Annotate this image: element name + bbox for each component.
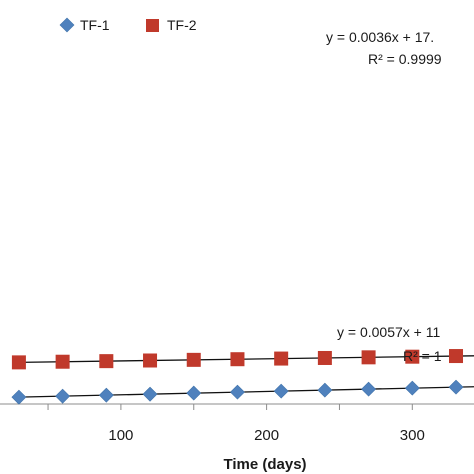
data-point-tf2 xyxy=(361,350,376,365)
data-point-tf2 xyxy=(230,352,245,367)
data-point-tf1 xyxy=(404,380,420,396)
data-markers xyxy=(11,349,464,405)
trendline-tf1 xyxy=(18,386,474,398)
data-point-tf2 xyxy=(99,354,114,369)
x-tick-label: 300 xyxy=(400,427,425,444)
legend: TF-1 TF-2 xyxy=(59,17,197,33)
legend-label-tf2: TF-2 xyxy=(167,17,197,33)
data-point-tf2 xyxy=(317,350,332,365)
data-point-tf1 xyxy=(142,386,158,402)
x-tick-label: 100 xyxy=(108,427,133,444)
legend-label-tf1: TF-1 xyxy=(80,17,110,33)
data-point-tf2 xyxy=(449,349,464,364)
data-point-tf1 xyxy=(317,382,333,398)
equation-tf2: y = 0.0036x + 17. xyxy=(326,29,434,45)
data-point-tf1 xyxy=(11,389,27,405)
data-point-tf1 xyxy=(186,385,202,401)
x-tick-label: 200 xyxy=(254,427,279,444)
annotation-tf2: y = 0.0036x + 17. R² = 0.9999 xyxy=(326,29,442,67)
data-point-tf1 xyxy=(98,387,114,403)
data-point-tf1 xyxy=(361,381,377,397)
data-point-tf2 xyxy=(143,353,158,368)
data-point-tf1 xyxy=(55,388,71,404)
legend-marker-tf2 xyxy=(146,19,159,32)
r2-tf1: R² = 1 xyxy=(403,348,442,364)
data-point-tf1 xyxy=(273,383,289,399)
data-point-tf1 xyxy=(230,384,245,400)
x-axis-title: Time (days) xyxy=(223,456,306,473)
data-point-tf2 xyxy=(405,349,420,364)
data-point-tf2 xyxy=(55,354,70,369)
x-axis-ticks: 100 200 300 xyxy=(47,404,425,444)
data-point-tf1 xyxy=(448,379,464,395)
annotation-tf1: y = 0.0057x + 11 R² = 1 xyxy=(337,324,442,364)
data-point-tf2 xyxy=(274,351,289,366)
r2-tf2: R² = 0.9999 xyxy=(368,51,442,67)
plot-area: 100 200 300 xyxy=(0,349,474,444)
data-point-tf2 xyxy=(11,355,26,370)
data-point-tf2 xyxy=(186,352,201,367)
legend-marker-tf1 xyxy=(59,17,75,33)
equation-tf1: y = 0.0057x + 11 xyxy=(337,324,440,340)
